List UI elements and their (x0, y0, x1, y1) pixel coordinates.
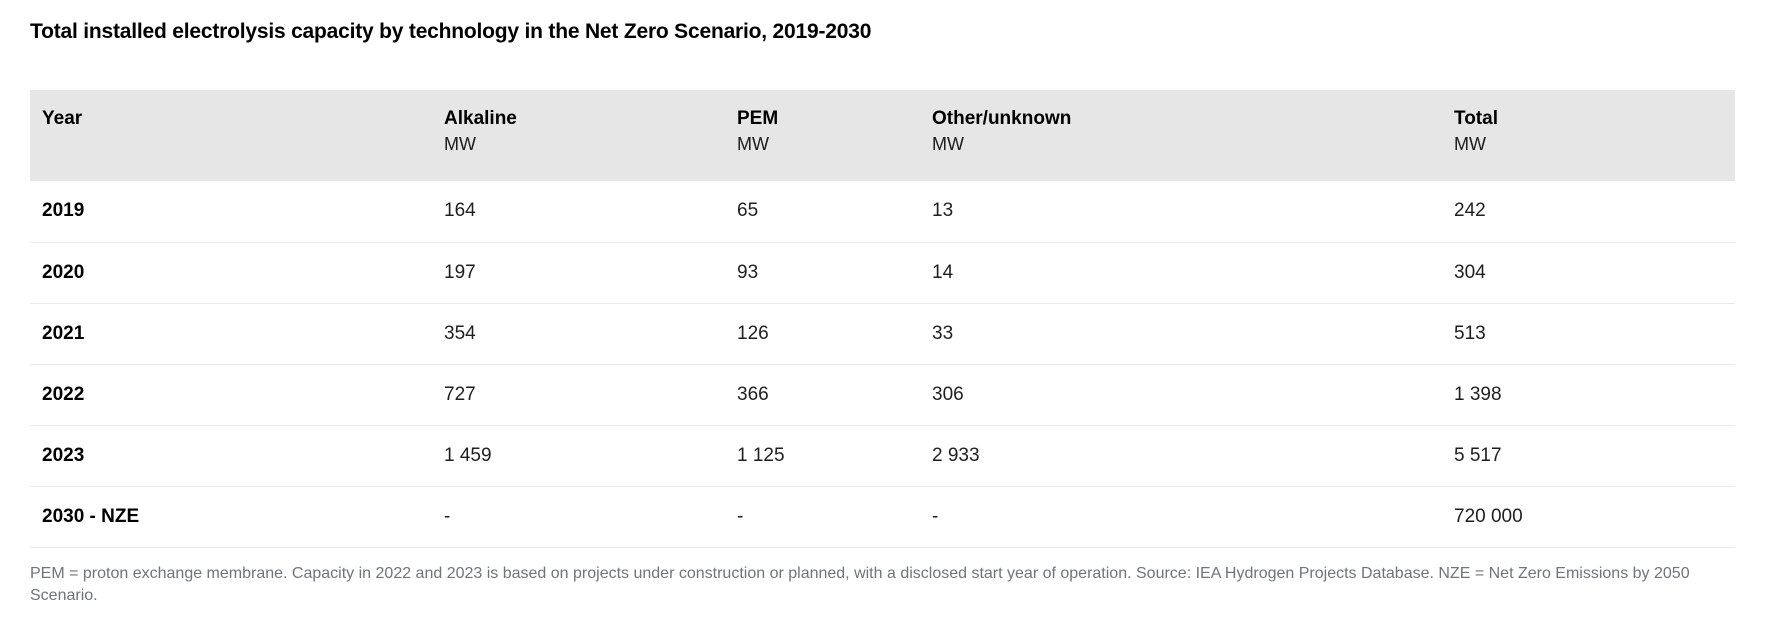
table-footnote: PEM = proton exchange membrane. Capacity… (30, 564, 1690, 604)
table-header: Year Alkaline MW PEM MW Other/unknown MW… (30, 90, 1735, 181)
total-value: 242 (1442, 181, 1735, 243)
alkaline-value: 164 (432, 181, 725, 243)
other-unknown-value: 2 933 (920, 425, 1442, 487)
column-label: Other/unknown (932, 108, 1072, 129)
total-value: 5 517 (1442, 425, 1735, 487)
pem-value: - (725, 486, 920, 548)
column-header-other-unknown: Other/unknown MW (920, 90, 1442, 181)
year-cell: 2030 - NZE (30, 486, 432, 548)
table-row-2023: 2023 1 459 1 125 2 933 5 517 (30, 425, 1735, 487)
column-label: Total (1454, 108, 1498, 129)
column-header-year: Year (30, 90, 432, 181)
page: Total installed electrolysis capacity by… (30, 20, 1735, 604)
alkaline-value: 727 (432, 364, 725, 426)
other-unknown-value: 33 (920, 303, 1442, 365)
column-header-pem: PEM MW (725, 90, 920, 181)
page-title: Total installed electrolysis capacity by… (30, 20, 872, 43)
table-body: 2019 164 65 13 242 2020 197 93 14 304 20… (30, 181, 1735, 548)
table-row-2030-nze: 2030 - NZE - - - 720 000 (30, 486, 1735, 548)
capacity-table: Year Alkaline MW PEM MW Other/unknown MW… (30, 90, 1735, 548)
year-cell: 2023 (30, 425, 432, 487)
pem-value: 126 (725, 303, 920, 365)
other-unknown-value: 306 (920, 364, 1442, 426)
other-unknown-value: 14 (920, 242, 1442, 304)
pem-value: 65 (725, 181, 920, 243)
column-unit: MW (444, 134, 476, 154)
other-unknown-value: 13 (920, 181, 1442, 243)
column-unit: MW (737, 134, 769, 154)
table-row-2019: 2019 164 65 13 242 (30, 181, 1735, 243)
alkaline-value: 1 459 (432, 425, 725, 487)
column-label: Year (42, 108, 83, 129)
year-cell: 2022 (30, 364, 432, 426)
column-unit: MW (1454, 134, 1486, 154)
table-row-2020: 2020 197 93 14 304 (30, 242, 1735, 304)
year-cell: 2019 (30, 181, 432, 243)
pem-value: 93 (725, 242, 920, 304)
alkaline-value: - (432, 486, 725, 548)
alkaline-value: 354 (432, 303, 725, 365)
column-label: Alkaline (444, 108, 517, 129)
pem-value: 1 125 (725, 425, 920, 487)
total-value: 720 000 (1442, 486, 1735, 548)
total-value: 304 (1442, 242, 1735, 304)
year-cell: 2021 (30, 303, 432, 365)
alkaline-value: 197 (432, 242, 725, 304)
table-row-2021: 2021 354 126 33 513 (30, 303, 1735, 365)
table-row-2022: 2022 727 366 306 1 398 (30, 364, 1735, 426)
total-value: 513 (1442, 303, 1735, 365)
column-header-alkaline: Alkaline MW (432, 90, 725, 181)
pem-value: 366 (725, 364, 920, 426)
column-header-total: Total MW (1442, 90, 1735, 181)
column-unit: MW (932, 134, 964, 154)
column-label: PEM (737, 108, 779, 129)
year-cell: 2020 (30, 242, 432, 304)
table-header-row: Year Alkaline MW PEM MW Other/unknown MW… (30, 90, 1735, 181)
total-value: 1 398 (1442, 364, 1735, 426)
other-unknown-value: - (920, 486, 1442, 548)
